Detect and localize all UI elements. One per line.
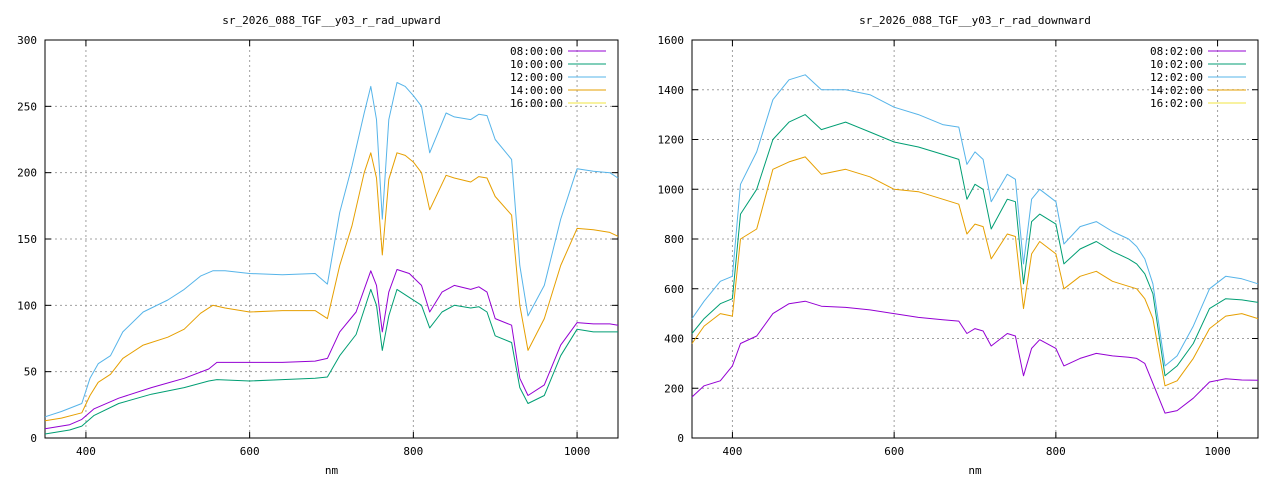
- series-line-1: [691, 114, 1259, 377]
- y-tick-label: 800: [664, 233, 684, 246]
- legend-label: 12:00:00: [510, 71, 563, 84]
- y-tick-label: 0: [677, 432, 684, 445]
- chart-upward: 400 600 800 1000 0 50 100 150 200 250 300 sr_2026_0…: [17, 14, 619, 477]
- series-line-2: [691, 74, 1259, 367]
- y-tick-label: 150: [17, 233, 37, 246]
- legend-label: 08:02:00: [1150, 45, 1203, 58]
- y-tick-label: 50: [24, 366, 37, 379]
- legend-label: 10:00:00: [510, 58, 563, 71]
- legend-label: 14:00:00: [510, 84, 563, 97]
- y-tick-label: 1000: [658, 183, 685, 196]
- series-line-0: [44, 269, 619, 430]
- y-tick-label: 600: [664, 283, 684, 296]
- y-tick-label: 200: [664, 382, 684, 395]
- y-tick-label: 1600: [658, 34, 685, 47]
- chart-downward: 400 600 800 1000 0 200 400 600 800 1000 1200 1400 16…: [658, 14, 1259, 477]
- x-tick-label: 600: [884, 445, 904, 458]
- x-axis-label: nm: [968, 464, 982, 477]
- y-tick-label: 100: [17, 299, 37, 312]
- x-tick-label: 800: [403, 445, 423, 458]
- legend-label: 14:02:00: [1150, 84, 1203, 97]
- series-line-1: [44, 288, 618, 435]
- x-tick-label: 800: [1046, 445, 1066, 458]
- legend-label: 16:02:00: [1150, 97, 1203, 110]
- x-tick-label: 1000: [1204, 445, 1231, 458]
- x-tick-label: 400: [722, 445, 742, 458]
- y-tick-label: 250: [17, 100, 37, 113]
- series-line-0: [691, 300, 1259, 414]
- x-tick-label: 600: [240, 445, 260, 458]
- y-tick-label: 1400: [658, 84, 685, 97]
- chart-title: sr_2026_088_TGF__y03_r_rad_upward: [222, 14, 441, 27]
- series-line-3: [44, 152, 619, 422]
- legend-label: 08:00:00: [510, 45, 563, 58]
- chart-title: sr_2026_088_TGF__y03_r_rad_downward: [859, 14, 1091, 27]
- y-tick-label: 200: [17, 167, 37, 180]
- x-tick-label: 400: [76, 445, 96, 458]
- x-tick-label: 1000: [564, 445, 591, 458]
- y-tick-label: 400: [664, 333, 684, 346]
- x-axis-label: nm: [325, 464, 339, 477]
- series-line-3: [691, 156, 1259, 387]
- y-tick-label: 0: [30, 432, 37, 445]
- series-line-2: [44, 82, 619, 418]
- legend-label: 12:02:00: [1150, 71, 1203, 84]
- y-tick-label: 1200: [658, 134, 685, 147]
- legend-label: 16:00:00: [510, 97, 563, 110]
- legend-label: 10:02:00: [1150, 58, 1203, 71]
- y-tick-label: 300: [17, 34, 37, 47]
